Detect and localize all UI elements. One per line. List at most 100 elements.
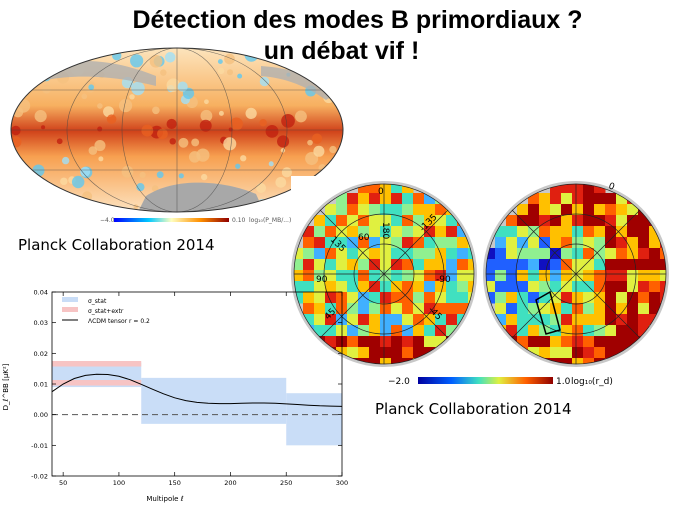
polar-cell [539, 347, 551, 359]
polar-cell [314, 281, 326, 293]
sky-texture-patch [14, 65, 19, 70]
sky-texture-patch [121, 165, 134, 178]
polar-cell [413, 281, 425, 293]
sky-texture-patch [130, 54, 144, 68]
polar-cell [303, 237, 315, 249]
polar-cell [594, 204, 606, 216]
polar-cell [402, 237, 414, 249]
polar-cell [528, 204, 540, 216]
polar-cell [424, 215, 436, 227]
polar-cell [336, 237, 348, 249]
polar-cell [457, 292, 469, 304]
polar-cell [347, 204, 359, 216]
polar-cell [583, 226, 595, 238]
sky-texture-patch [98, 156, 104, 162]
polar-cell [358, 259, 370, 271]
polar-cell [413, 248, 425, 260]
polar-cell [627, 281, 639, 293]
polar-cell [517, 325, 529, 337]
polar-cell [294, 259, 304, 271]
polar-cell [561, 215, 573, 227]
polar-cell [446, 226, 458, 238]
polar-cell [616, 248, 628, 260]
stat-band [286, 393, 342, 446]
sky-texture-patch [265, 124, 279, 138]
polar-cell [616, 204, 628, 216]
polar-cell [380, 259, 392, 271]
polar-cell [314, 303, 326, 315]
sky-texture-patch [307, 139, 313, 146]
x-tick-label: 200 [224, 479, 236, 487]
polar-cell [627, 204, 639, 216]
polar-cell [528, 193, 540, 205]
polar-cell [435, 292, 447, 304]
sky-texture-patch [129, 94, 135, 100]
polar-cell [583, 347, 595, 359]
polar-cell [572, 248, 584, 260]
polar-cell [486, 281, 496, 293]
slide-title-line1: Détection des modes B primordiaux ? [132, 6, 583, 34]
polar-cell [369, 292, 381, 304]
sky-texture-patch [308, 59, 317, 68]
polar-cell [369, 347, 381, 359]
polar-cell [369, 281, 381, 293]
polar-cell [539, 292, 551, 304]
polar-cell [550, 237, 562, 249]
polar-cell [294, 281, 304, 293]
polar-cell [486, 292, 496, 304]
polar-cell [561, 336, 573, 348]
polar-cell [561, 270, 573, 282]
sky-texture-patch [42, 84, 51, 94]
sky-texture-patch [235, 163, 241, 169]
polar-cell [528, 292, 540, 304]
polar-cell [539, 215, 551, 227]
sky-texture-patch [11, 62, 17, 74]
sky-texture-patch [141, 124, 154, 137]
polar-cell [358, 215, 370, 227]
polar-cell [314, 226, 326, 238]
legend-swatch-stat [62, 297, 78, 302]
sky-texture-patch [31, 183, 37, 189]
polar-cell [413, 259, 425, 271]
polar-cell [457, 336, 469, 348]
polar-cell [402, 248, 414, 260]
polar-cell [402, 347, 414, 359]
polar-cell [347, 303, 359, 315]
polar-cell [314, 215, 326, 227]
polar-cell [325, 259, 337, 271]
sky-texture-patch [31, 207, 38, 212]
polar-cell [660, 281, 666, 293]
polar-cell [391, 226, 403, 238]
chart-legend: σ_stat σ_stat+extr ΛCDM tensor r = 0.2 [62, 297, 150, 325]
polar-cell [495, 314, 507, 326]
sky-texture-patch [88, 146, 98, 155]
sky-texture-patch [149, 54, 163, 68]
polar-colorbar-unit: log₁₀(r_d) [571, 377, 613, 387]
polar-cell [517, 292, 529, 304]
polar-cell [528, 281, 540, 293]
polar-cell [616, 259, 628, 271]
polar-cell [391, 314, 403, 326]
polar-cell [572, 336, 584, 348]
sky-texture-patch [152, 106, 160, 115]
polar-cell [649, 226, 661, 238]
polar-cell [486, 259, 496, 271]
polar-cell [347, 215, 359, 227]
polar-cell [561, 325, 573, 337]
polar-cell [561, 193, 573, 205]
polar-cell [539, 336, 551, 348]
polar-cell [572, 358, 584, 364]
polar-cell [325, 281, 337, 293]
polar-cell [506, 237, 518, 249]
polar-cell [402, 226, 414, 238]
polar-cell [638, 248, 650, 260]
polar2-label-0: 0 [607, 181, 616, 192]
sky-texture-patch [29, 192, 36, 199]
polar-cell [649, 259, 661, 271]
polar-cell [638, 281, 650, 293]
polar-cell [380, 358, 392, 364]
sky-texture-patch [11, 93, 18, 104]
polar-cell [446, 314, 458, 326]
polar-cell [605, 248, 617, 260]
polar-cell [495, 259, 507, 271]
